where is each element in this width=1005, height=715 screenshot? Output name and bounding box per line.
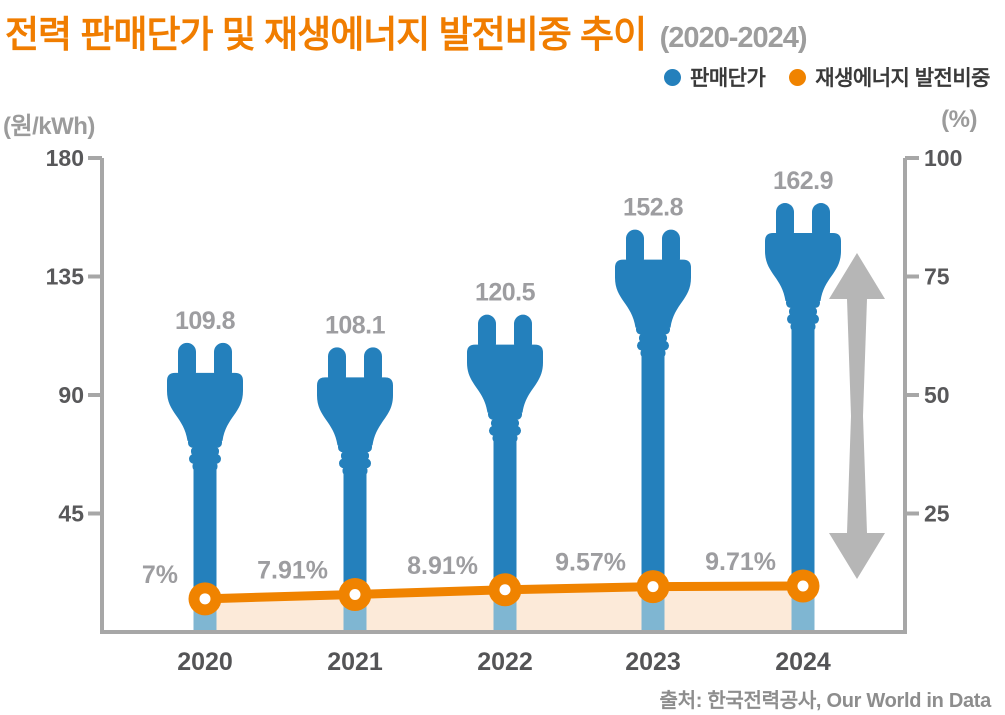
legend-item-renewable: 재생에너지 발전비중 bbox=[789, 62, 990, 92]
plug-bar-2020: 109.8 bbox=[167, 307, 243, 630]
chart-title-text: 전력 판매단가 및 재생에너지 발전비중 추이 bbox=[5, 14, 647, 55]
plug-ridge bbox=[790, 322, 816, 332]
plug-ridge bbox=[338, 441, 372, 453]
plug-ridge bbox=[789, 307, 817, 317]
plug-head bbox=[167, 342, 243, 471]
plug-ridge bbox=[636, 323, 670, 335]
right-axis-tick-label: 75 bbox=[924, 264, 950, 290]
right-axis-tick-label: 100 bbox=[924, 145, 962, 171]
plug-prong-left bbox=[478, 314, 496, 353]
right-axis-tick-label: 25 bbox=[924, 501, 950, 527]
plug-bar-2023: 152.8 bbox=[615, 194, 691, 630]
plug-body bbox=[317, 377, 393, 446]
plug-ridge bbox=[640, 348, 666, 358]
plug-bar-2024: 162.9 bbox=[765, 167, 841, 630]
plug-body bbox=[467, 344, 543, 413]
legend-label-renewable: 재생에너지 발전비중 bbox=[815, 67, 990, 90]
bar-value-label: 108.1 bbox=[325, 311, 386, 339]
line-value-label: 9.71% bbox=[705, 548, 776, 576]
plug-ridge bbox=[492, 433, 518, 443]
line-value-label: 8.91% bbox=[407, 552, 478, 580]
plug-prong-right bbox=[662, 229, 680, 268]
plug-prong-left bbox=[776, 203, 794, 242]
bar-value-label: 109.8 bbox=[175, 307, 236, 335]
plug-cord bbox=[791, 319, 815, 590]
plug-head bbox=[467, 314, 543, 443]
plug-body bbox=[615, 259, 691, 328]
plug-ridge bbox=[339, 458, 371, 469]
line-value-label: 7.91% bbox=[257, 557, 328, 585]
left-axis-tick-label: 45 bbox=[58, 501, 84, 527]
plug-cord bbox=[193, 458, 217, 603]
line-value-label: 9.57% bbox=[555, 549, 626, 577]
plug-ridge bbox=[786, 297, 820, 309]
plug-ridge bbox=[637, 340, 669, 351]
x-axis-year-label: 2024 bbox=[775, 648, 831, 676]
plug-body bbox=[765, 233, 841, 302]
plug-ridge bbox=[488, 408, 522, 420]
plug-head bbox=[317, 347, 393, 476]
plug-ridge bbox=[191, 446, 219, 456]
left-axis-tick-label: 180 bbox=[46, 145, 84, 171]
plug-head bbox=[615, 229, 691, 358]
left-axis-tick-label: 135 bbox=[46, 264, 85, 290]
source-note: 출처: 한국전력공사, Our World in Data bbox=[659, 690, 992, 712]
legend: 판매단가 재생에너지 발전비중 bbox=[664, 62, 990, 92]
line-marker-hole bbox=[647, 581, 659, 593]
plug-prong-left bbox=[626, 229, 644, 268]
line-marker-hole bbox=[349, 589, 361, 601]
x-axis-year-label: 2022 bbox=[477, 648, 533, 676]
bar-value-label: 162.9 bbox=[773, 167, 833, 195]
right-axis-unit: (%) bbox=[941, 106, 977, 133]
plug-ridge bbox=[192, 461, 218, 471]
x-axis-year-label: 2021 bbox=[327, 648, 383, 676]
up-down-arrow-icon bbox=[829, 253, 885, 579]
line-marker-hole bbox=[499, 584, 511, 596]
line-marker-hole bbox=[199, 593, 211, 605]
plug-cord bbox=[641, 345, 665, 591]
plug-ridge bbox=[639, 333, 667, 343]
bar-value-label: 152.8 bbox=[623, 194, 684, 222]
plug-prong-right bbox=[214, 342, 232, 381]
left-axis-unit: (원/kWh) bbox=[3, 113, 95, 140]
legend-item-price: 판매단가 bbox=[664, 62, 766, 92]
plug-ridge bbox=[491, 418, 519, 428]
plug-prong-right bbox=[364, 347, 382, 386]
plug-prong-right bbox=[514, 314, 532, 353]
plug-ridge bbox=[189, 453, 221, 464]
right-axis-tick-label: 50 bbox=[924, 382, 950, 408]
legend-dot-orange-icon bbox=[789, 68, 807, 86]
x-axis-year-label: 2020 bbox=[177, 648, 233, 676]
plug-ridge bbox=[342, 466, 368, 476]
plug-prong-left bbox=[328, 347, 346, 386]
plug-ridge bbox=[188, 436, 222, 448]
legend-dot-blue-icon bbox=[664, 68, 681, 86]
plug-bar-2021: 108.1 bbox=[317, 311, 393, 630]
plug-head bbox=[765, 203, 841, 332]
bar-value-label: 120.5 bbox=[475, 279, 536, 307]
plug-ridge bbox=[341, 451, 369, 461]
plug-body bbox=[167, 372, 243, 441]
plug-prong-left bbox=[178, 342, 196, 381]
x-axis-year-label: 2023 bbox=[625, 648, 681, 676]
chart-title-period: (2020-2024) bbox=[659, 22, 808, 54]
chart-title: 전력 판매단가 및 재생에너지 발전비중 추이 (2020-2024) bbox=[5, 4, 808, 58]
line-value-label: 7% bbox=[142, 561, 178, 589]
axes: 180 135 90 45 100 75 50 25 bbox=[46, 145, 962, 632]
line-marker-hole bbox=[797, 580, 809, 592]
plug-bar-2022: 120.5 bbox=[467, 279, 543, 630]
legend-label-price: 판매단가 bbox=[690, 67, 766, 90]
left-axis-tick-label: 90 bbox=[58, 382, 84, 408]
plug-cord bbox=[343, 463, 367, 599]
plug-prong-right bbox=[812, 203, 830, 242]
plug-cord bbox=[493, 430, 517, 594]
plug-ridge bbox=[489, 425, 521, 436]
plug-ridge bbox=[787, 314, 819, 325]
